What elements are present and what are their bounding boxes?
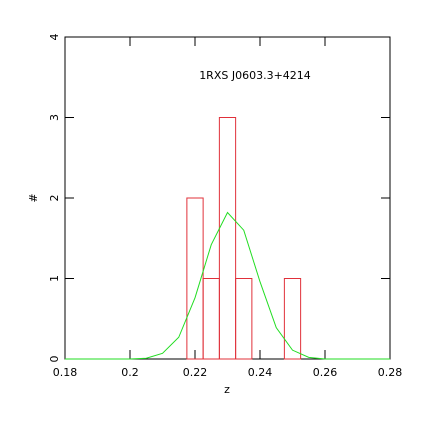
histogram-bar [283,278,302,360]
plot-frame [64,36,391,360]
y-tick-label: 1 [48,275,61,282]
histogram-bar [218,117,237,360]
x-axis-label: z [224,383,230,396]
x-tick-label: 0.22 [183,366,208,379]
histogram-bar [235,278,253,360]
annotation: 1RXS J0603.3+4214 [199,69,311,82]
y-tick-label: 0 [48,356,61,363]
y-tick-label: 4 [48,34,61,41]
x-tick-label: 0.28 [378,366,403,379]
x-tick-label: 0.24 [248,366,273,379]
histogram-bar [202,278,220,360]
y-tick-label: 2 [48,195,61,202]
fit-curve [65,211,390,360]
x-tick-label: 0.26 [313,366,338,379]
y-axis-label: # [27,193,40,202]
x-tick-label: 0.2 [121,366,139,379]
x-tick-label: 0.18 [53,366,78,379]
y-tick-label: 3 [48,114,61,121]
